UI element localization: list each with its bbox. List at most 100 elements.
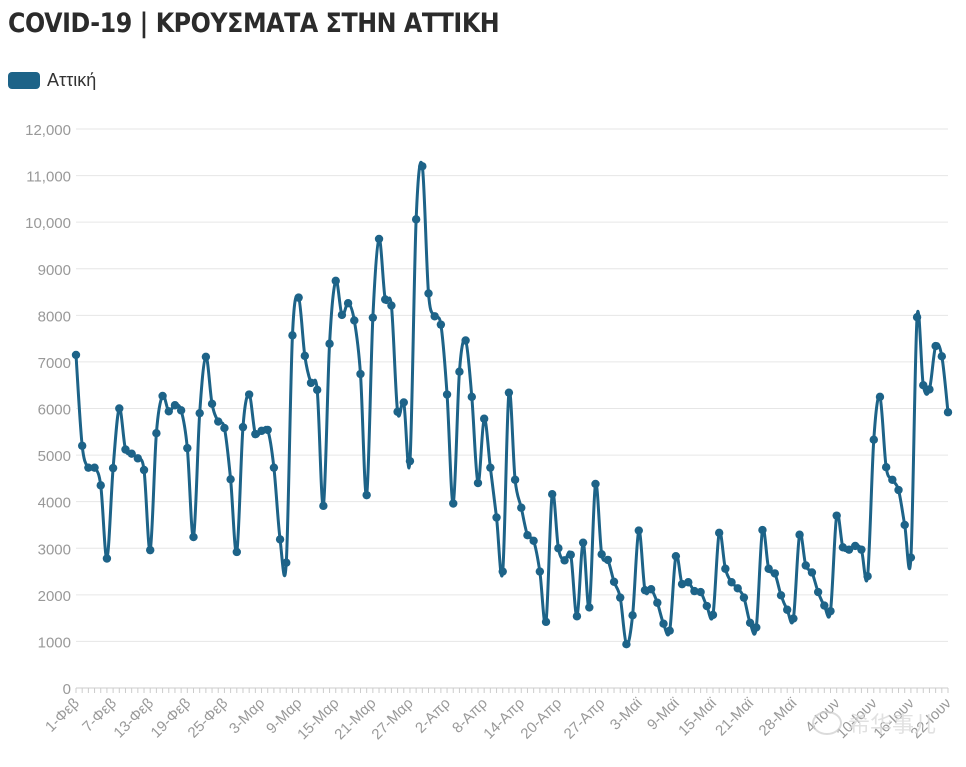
data-point[interactable] [640,585,650,595]
data-point[interactable] [343,299,353,308]
data-point[interactable] [300,351,310,361]
data-point[interactable] [708,610,718,620]
data-point[interactable] [616,593,625,602]
data-point[interactable] [381,295,390,304]
data-point[interactable] [77,441,87,450]
data-point[interactable] [925,385,934,394]
data-point[interactable] [195,408,204,418]
data-point[interactable] [696,587,705,597]
data-point[interactable] [374,234,384,244]
data-point[interactable] [387,301,396,310]
data-point[interactable] [461,336,470,345]
data-point[interactable] [937,352,947,361]
data-point[interactable] [108,463,118,473]
data-point[interactable] [418,162,427,171]
data-point[interactable] [90,463,99,472]
data-point[interactable] [362,490,371,500]
data-point[interactable] [857,545,866,554]
data-point[interactable] [220,423,229,433]
data-point[interactable] [931,341,940,351]
series-attiki[interactable] [71,160,953,649]
data-point[interactable] [492,513,501,522]
data-point[interactable] [517,503,526,512]
data-point[interactable] [164,407,173,416]
data-point[interactable] [350,316,359,325]
data-point[interactable] [96,481,105,490]
data-point[interactable] [591,479,600,489]
data-point[interactable] [442,390,452,399]
data-point[interactable] [665,626,674,635]
data-point[interactable] [399,398,408,407]
legend[interactable]: Αττική [8,70,96,91]
data-point[interactable] [84,463,93,472]
data-point[interactable] [294,293,303,302]
data-point[interactable] [510,475,520,484]
data-point[interactable] [609,577,619,586]
data-point[interactable] [888,475,897,484]
data-point[interactable] [863,572,872,581]
data-point[interactable] [826,606,835,616]
data-point[interactable] [578,538,588,547]
data-point[interactable] [306,378,316,388]
data-point[interactable] [139,465,149,475]
data-point[interactable] [789,614,798,623]
data-point[interactable] [912,312,922,322]
data-point[interactable] [115,404,124,413]
data-point[interactable] [547,490,557,499]
data-point[interactable] [207,399,217,409]
data-point[interactable] [820,601,829,610]
data-point[interactable] [535,567,545,576]
data-point[interactable] [653,598,662,607]
data-point[interactable] [560,556,569,565]
data-point[interactable] [189,532,198,542]
data-point[interactable] [288,331,297,340]
data-point[interactable] [671,551,681,561]
data-point[interactable] [628,611,637,620]
data-point[interactable] [566,550,575,559]
data-point[interactable] [776,591,786,600]
data-point[interactable] [801,561,810,570]
data-point[interactable] [214,417,223,426]
data-point[interactable] [325,339,334,348]
data-point[interactable] [424,289,433,298]
data-point[interactable] [455,367,464,376]
data-point[interactable] [844,545,854,554]
data-point[interactable] [721,564,730,573]
data-point[interactable] [702,601,712,611]
data-point[interactable] [739,593,749,602]
data-point[interactable] [368,313,378,322]
data-point[interactable] [121,445,130,454]
data-point[interactable] [498,567,507,576]
data-point[interactable] [875,392,885,402]
data-point[interactable] [176,406,186,415]
data-point[interactable] [275,535,285,544]
data-point[interactable] [622,640,631,649]
data-point[interactable] [634,526,643,535]
data-point[interactable] [752,623,761,632]
data-point[interactable] [758,525,767,535]
data-point[interactable] [232,547,241,557]
data-point[interactable] [807,568,817,577]
data-point[interactable] [486,463,495,472]
data-point[interactable] [900,520,909,530]
data-point[interactable] [603,555,613,565]
data-point[interactable] [479,414,489,423]
data-point[interactable] [813,587,823,597]
data-point[interactable] [770,569,780,578]
data-point[interactable] [238,422,248,432]
data-point[interactable] [146,545,155,555]
data-point[interactable] [430,312,439,321]
data-point[interactable] [251,429,260,439]
data-point[interactable] [881,462,891,472]
data-point[interactable] [541,617,551,627]
data-point[interactable] [312,385,322,395]
data-point[interactable] [684,578,693,587]
data-point[interactable] [170,401,180,410]
data-point[interactable] [795,530,804,539]
data-point[interactable] [473,478,483,488]
data-point[interactable] [356,369,365,379]
data-point[interactable] [133,454,143,463]
data-point[interactable] [727,578,736,587]
data-point[interactable] [597,550,606,559]
data-point[interactable] [331,276,340,286]
